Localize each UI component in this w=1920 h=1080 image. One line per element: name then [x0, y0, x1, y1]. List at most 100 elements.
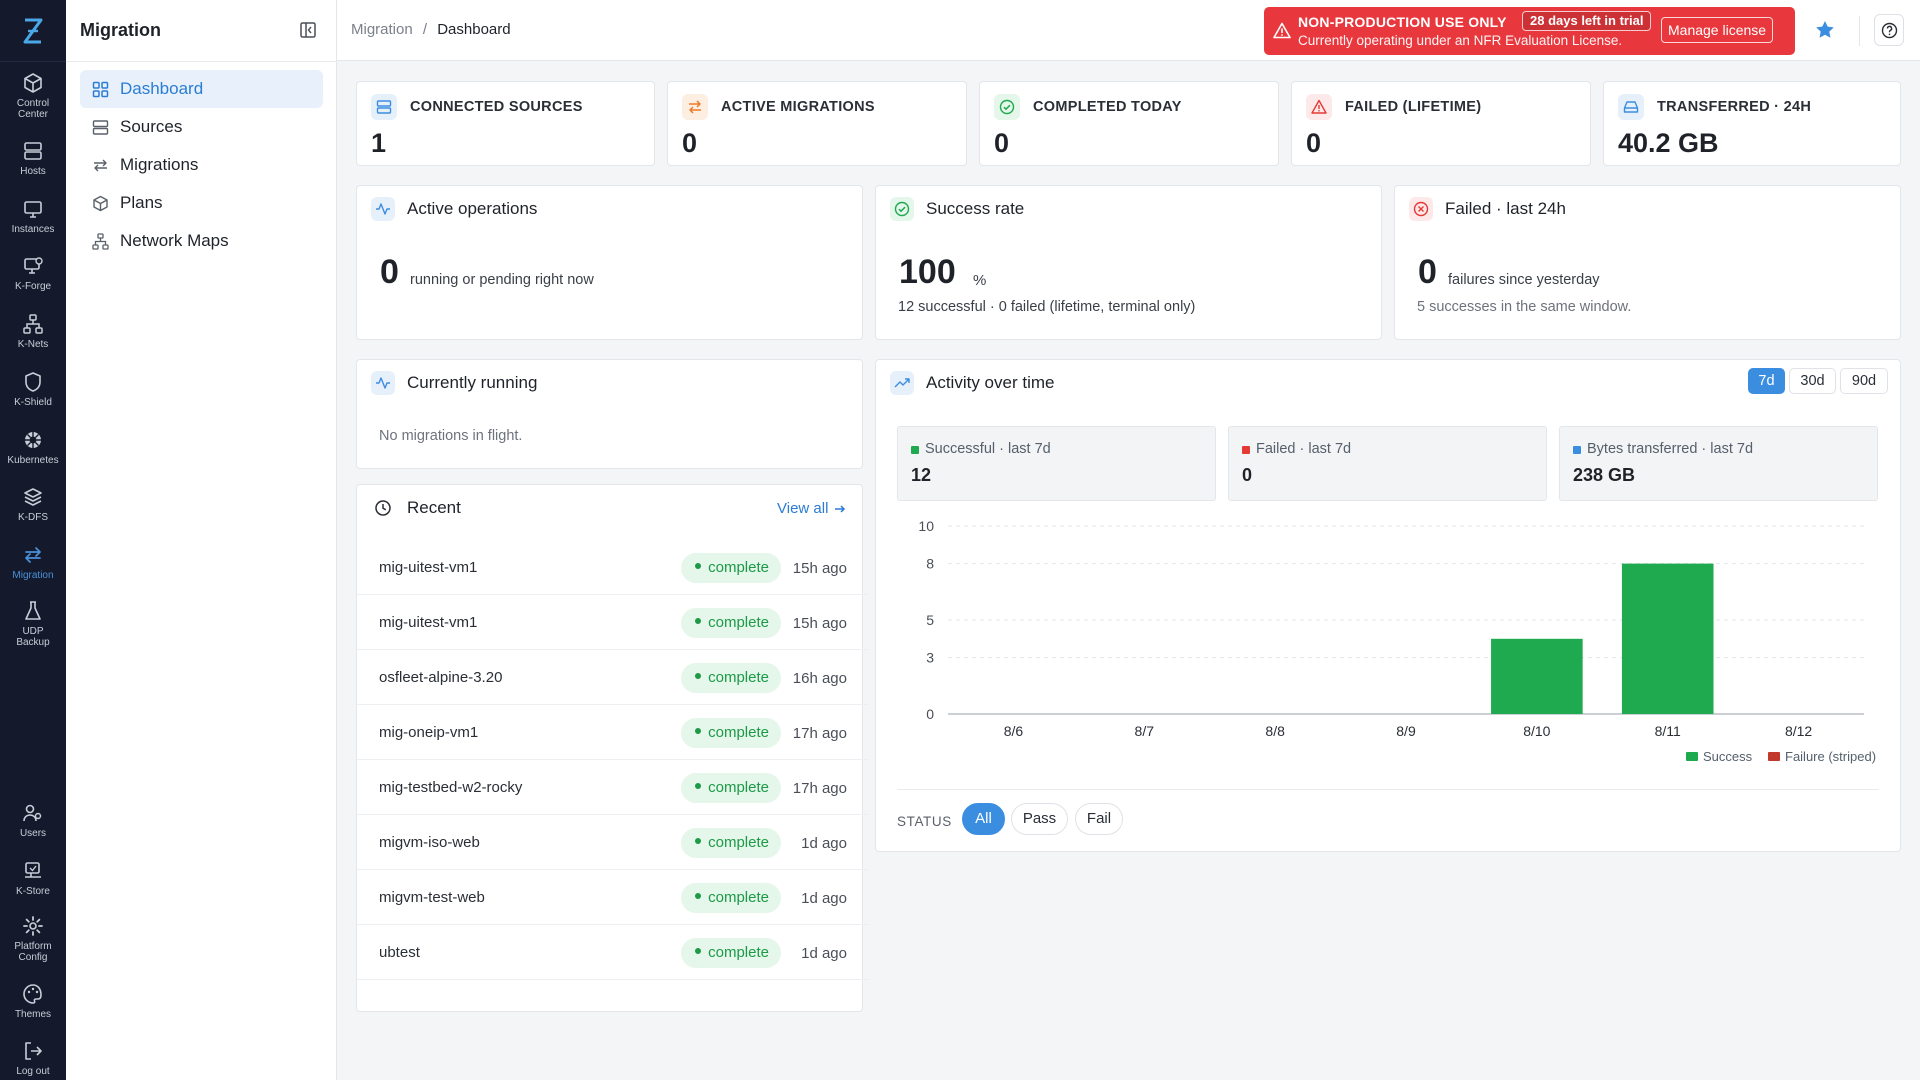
trial-days-badge: 28 days left in trial: [1522, 11, 1652, 31]
rail-label: Migration: [12, 570, 54, 581]
star-icon[interactable]: [1814, 19, 1836, 41]
warning-icon: [1273, 22, 1291, 39]
rail-item-hosts[interactable]: Hosts: [0, 140, 66, 177]
migration-name[interactable]: ubtest: [379, 944, 420, 961]
recent-row[interactable]: osfleet-alpine-3.20 complete 16h ago: [357, 650, 869, 705]
time-ago: 1d ago: [801, 945, 847, 962]
recent-row[interactable]: migvm-iso-web complete 1d ago: [357, 815, 869, 870]
collapse-sidebar-icon[interactable]: [299, 21, 317, 39]
view-all-link[interactable]: View all: [777, 500, 847, 517]
rail-item-k-forge[interactable]: K-Forge: [0, 255, 66, 292]
status-badge: complete: [681, 828, 781, 858]
sidebar-item-dashboard[interactable]: Dashboard: [80, 70, 323, 108]
rail-item-k-nets[interactable]: K-Nets: [0, 313, 66, 350]
recent-row[interactable]: ubtest complete 1d ago: [357, 925, 869, 980]
migration-name[interactable]: mig-uitest-vm1: [379, 614, 478, 631]
sidebar-item-label: Dashboard: [120, 79, 204, 98]
rail-label: K-Shield: [14, 397, 52, 408]
license-title: NON-PRODUCTION USE ONLY: [1298, 14, 1507, 30]
sidebar-item-label: Sources: [120, 117, 183, 136]
network-icon: [23, 314, 43, 334]
arrows-swap-icon: [94, 159, 107, 171]
migration-name[interactable]: migvm-iso-web: [379, 834, 480, 851]
rail-item-k-store[interactable]: K-Store: [0, 860, 66, 897]
rail-item-udp-backup[interactable]: UDP Backup: [0, 600, 66, 648]
app-logo-icon[interactable]: [20, 16, 46, 46]
filter-all-button[interactable]: All: [962, 803, 1005, 835]
flask-icon: [25, 601, 41, 620]
sidebar-item-network-maps[interactable]: Network Maps: [80, 222, 323, 260]
rail-item-platform-config[interactable]: Platform Config: [0, 915, 66, 963]
time-ago: 17h ago: [792, 780, 847, 797]
card-title: Recent: [407, 498, 461, 517]
monitor-icon: [24, 201, 42, 218]
rail-item-k-shield[interactable]: K-Shield: [0, 371, 66, 408]
rail-divider: [0, 61, 66, 62]
recent-row[interactable]: mig-oneip-vm1 complete 17h ago: [357, 705, 869, 760]
server-icon: [371, 94, 397, 120]
range-7d-button[interactable]: 7d: [1748, 368, 1785, 394]
sidebar-item-label: Plans: [120, 193, 163, 212]
rail-label: K-Store: [16, 886, 50, 897]
rail-item-log-out[interactable]: Log out: [0, 1040, 66, 1077]
failed-24h-desc: failures since yesterday: [1448, 272, 1600, 288]
rail-item-k-dfs[interactable]: K-DFS: [0, 486, 66, 523]
y-tick-label: 3: [926, 650, 934, 666]
rail-item-control-center[interactable]: Control Center: [0, 72, 66, 120]
card-title: Failed · last 24h: [1445, 199, 1566, 218]
migration-name[interactable]: mig-oneip-vm1: [379, 724, 479, 741]
rail-item-themes[interactable]: Themes: [0, 983, 66, 1020]
recent-row[interactable]: migvm-test-web complete 1d ago: [357, 870, 869, 925]
rail-label: Kubernetes: [7, 455, 59, 466]
forge-icon: [24, 257, 43, 274]
rail-item-kubernetes[interactable]: Kubernetes: [0, 429, 66, 466]
rail-item-instances[interactable]: Instances: [0, 198, 66, 235]
card-header: Recent: [371, 496, 461, 520]
recent-row[interactable]: mig-uitest-vm1 complete 15h ago: [357, 540, 869, 595]
active-ops-value: 0: [380, 253, 399, 291]
sidebar-item-sources[interactable]: Sources: [80, 108, 323, 146]
migration-name[interactable]: osfleet-alpine-3.20: [379, 669, 503, 686]
migration-name[interactable]: migvm-test-web: [379, 889, 485, 906]
palette-icon: [23, 984, 42, 1004]
rail-label: Platform Config: [14, 941, 52, 963]
sidebar-item-plans[interactable]: Plans: [80, 184, 323, 222]
stat-card-connected-sources: CONNECTED SOURCES 1: [356, 81, 655, 166]
activity-icon: [371, 197, 395, 221]
status-badge: complete: [681, 718, 781, 748]
breadcrumb-root[interactable]: Migration: [351, 21, 413, 38]
filter-pass-button[interactable]: Pass: [1011, 803, 1068, 835]
stat-card-failed-lifetime: FAILED (LIFETIME) 0: [1291, 81, 1591, 166]
recent-card: Recent View all mig-uitest-vm1 complete 15…: [356, 484, 869, 1012]
manage-license-button[interactable]: Manage license: [1661, 17, 1774, 43]
migration-name[interactable]: mig-uitest-vm1: [379, 559, 478, 576]
stat-value: 40.2 GB: [1618, 128, 1719, 158]
x-tick-label: 8/6: [1004, 723, 1024, 739]
cube-icon: [24, 73, 42, 93]
card-title: Activity over time: [926, 373, 1055, 392]
migration-name[interactable]: mig-testbed-w2-rocky: [379, 779, 523, 796]
sidebar-divider: [66, 61, 336, 62]
y-tick-label: 10: [918, 518, 934, 534]
recent-row[interactable]: mig-testbed-w2-rocky complete 17h ago: [357, 760, 869, 815]
legend-swatch: [1768, 752, 1780, 761]
time-ago: 1d ago: [801, 835, 847, 852]
server-icon: [24, 142, 42, 160]
recent-row[interactable]: mig-uitest-vm1 complete 15h ago: [357, 595, 869, 650]
card-title: Success rate: [926, 199, 1025, 218]
rail-item-migration[interactable]: Migration: [0, 544, 66, 581]
rail-label: Hosts: [20, 166, 46, 177]
bar-success: [1621, 563, 1714, 714]
help-button[interactable]: [1874, 14, 1904, 46]
y-tick-label: 5: [926, 612, 934, 628]
range-30d-button[interactable]: 30d: [1789, 368, 1836, 394]
filter-fail-button[interactable]: Fail: [1075, 803, 1123, 835]
range-90d-button[interactable]: 90d: [1840, 368, 1888, 394]
license-text: Currently operating under an NFR Evaluat…: [1298, 33, 1623, 48]
legend-swatch: [1242, 446, 1250, 454]
active-operations-card: Active operations 0 running or pending r…: [356, 185, 863, 340]
breadcrumb-separator: /: [422, 21, 428, 38]
rail-item-users[interactable]: Users: [0, 802, 66, 839]
running-empty-text: No migrations in flight.: [379, 428, 523, 444]
sidebar-item-migrations[interactable]: Migrations: [80, 146, 323, 184]
